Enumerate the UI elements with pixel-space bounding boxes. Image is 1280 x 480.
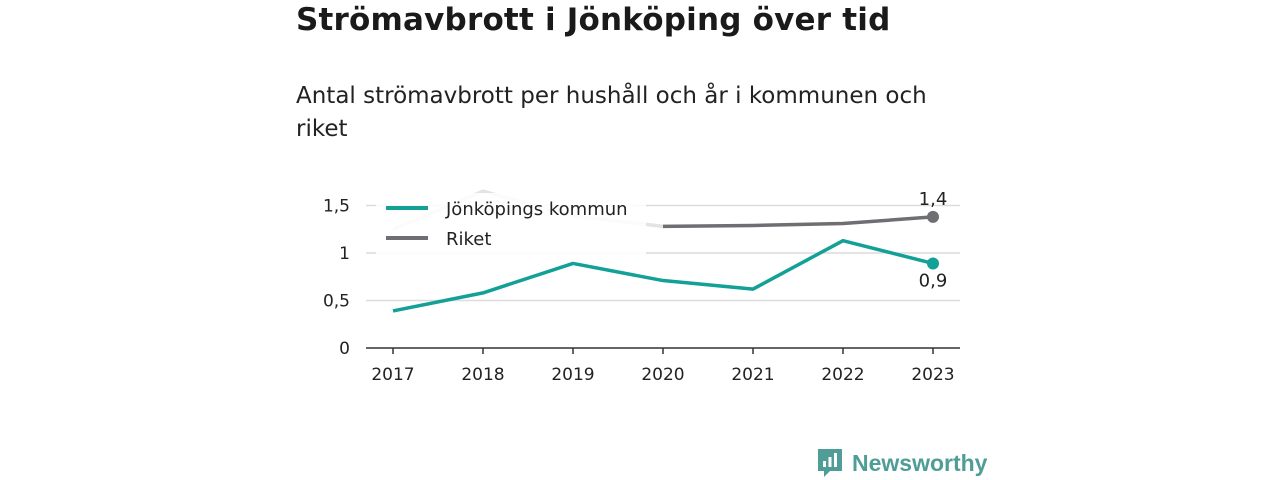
x-tick-label: 2022 [821, 365, 864, 385]
x-tick-label: 2017 [371, 365, 414, 385]
series-line [392, 238, 934, 313]
x-tick-label: 2020 [641, 365, 684, 385]
series-end-point [927, 210, 939, 223]
legend: Jönköpings kommun Riket [376, 193, 646, 257]
end-value-label: 0,9 [919, 270, 948, 291]
x-axis: 2017 2018 2019 2020 2021 2022 2023 [366, 347, 960, 385]
x-tick-label: 2018 [461, 365, 504, 385]
x-tick-label: 2019 [551, 365, 594, 385]
legend-label: Jönköpings kommun [445, 199, 628, 220]
series-end-point [927, 257, 939, 270]
legend-label: Riket [446, 229, 491, 250]
y-axis-ticks: 0 0,5 1 1,5 [323, 197, 350, 360]
series-line [662, 215, 934, 229]
brand-name: Newsworthy [852, 449, 988, 476]
y-tick-label: 0,5 [323, 292, 350, 312]
end-labels: 0,9 1,4 [919, 189, 948, 292]
x-tick-label: 2023 [911, 365, 954, 385]
y-tick-label: 1 [339, 244, 350, 264]
newsworthy-logo: Newsworthy [816, 446, 987, 480]
chart-subtitle: Antal strömavbrott per hushåll och år i … [296, 83, 927, 142]
x-tick-label: 2021 [731, 365, 774, 385]
chart-title: Strömavbrott i Jönköping över tid [296, 2, 891, 38]
end-value-label: 1,4 [919, 189, 948, 210]
bar-chart-speech-bubble-icon [818, 449, 842, 477]
y-tick-label: 0 [339, 339, 350, 359]
legend-background [376, 193, 646, 257]
y-tick-label: 1,5 [323, 197, 350, 217]
